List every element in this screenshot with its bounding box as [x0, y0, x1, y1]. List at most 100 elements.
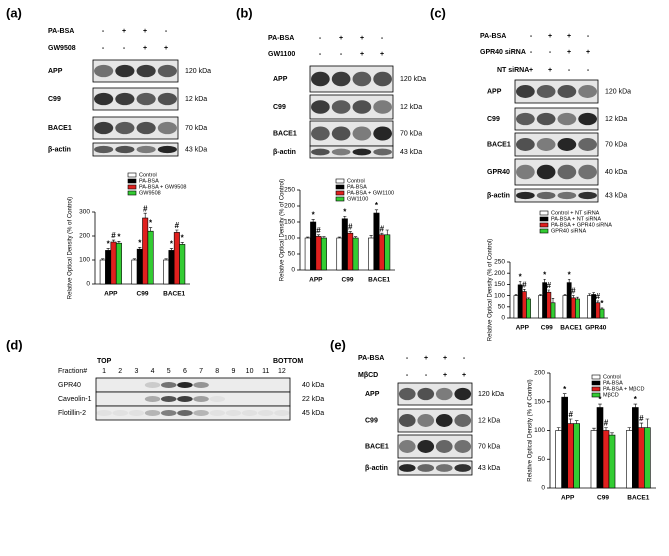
- band: [331, 100, 351, 114]
- error-bar: [353, 236, 358, 238]
- blot: [95, 405, 291, 421]
- treatment-sign: -: [102, 45, 105, 52]
- blot: [514, 79, 599, 104]
- band: [160, 410, 177, 416]
- band: [115, 121, 135, 135]
- blot: [397, 434, 473, 459]
- significance-label: #: [639, 414, 644, 423]
- top-label: TOP: [97, 358, 112, 365]
- significance-label: #: [604, 419, 609, 428]
- kda-label: 43 kDa: [400, 149, 422, 156]
- legend-swatch: [539, 216, 549, 222]
- band: [536, 164, 556, 180]
- band: [177, 382, 193, 388]
- error-bar: [348, 231, 352, 234]
- band: [398, 440, 416, 453]
- bar: [99, 259, 106, 285]
- error-bar: [588, 293, 591, 296]
- error-bar: [380, 232, 384, 235]
- protein-label: C99: [48, 96, 61, 103]
- protein-label: C99: [365, 417, 378, 424]
- legend-swatch: [539, 222, 549, 228]
- bar: [599, 308, 605, 319]
- error-bar: [106, 248, 110, 251]
- treatment-name: NT siRNA: [497, 67, 529, 74]
- panel-label: (d): [6, 337, 23, 352]
- significance-label: #: [522, 280, 527, 289]
- error-bar: [610, 432, 614, 436]
- bar: [596, 407, 604, 489]
- bar: [347, 232, 354, 271]
- band: [373, 100, 392, 114]
- legend-label: PA-BSA + GW1100: [347, 190, 394, 196]
- protein-label: C99: [487, 116, 500, 123]
- fraction-number: 7: [199, 368, 203, 375]
- protein-label: APP: [48, 68, 63, 75]
- error-bar: [117, 240, 121, 244]
- y-tick-label: 250: [494, 259, 505, 266]
- x-tick-label: C99: [137, 291, 149, 298]
- legend-swatch: [127, 172, 137, 178]
- protein-label: β-actin: [365, 465, 388, 472]
- band: [193, 396, 209, 402]
- error-bar: [527, 297, 530, 299]
- significance-label: *: [343, 207, 347, 216]
- bar: [513, 295, 519, 319]
- band: [557, 85, 577, 98]
- y-axis-label: Relative Optical Density (% of Control): [488, 239, 494, 341]
- band: [160, 396, 177, 402]
- fraction-number: 5: [167, 368, 171, 375]
- treatment-sign: +: [567, 33, 571, 40]
- fraction-number: 9: [231, 368, 235, 375]
- fraction-number: 4: [151, 368, 155, 375]
- band: [578, 112, 597, 126]
- x-tick-label: APP: [309, 277, 323, 284]
- bar: [521, 291, 527, 319]
- significance-label: #: [111, 231, 116, 240]
- error-bar: [604, 427, 608, 431]
- band: [94, 145, 114, 154]
- band: [557, 191, 577, 200]
- y-tick-label: 50: [538, 456, 546, 463]
- legend-swatch: [591, 380, 601, 386]
- bar: [602, 430, 610, 489]
- y-tick-label: 200: [284, 203, 295, 210]
- treatment-sign: -: [406, 355, 409, 362]
- treatment-name: PA-BSA: [480, 33, 506, 40]
- bottom-label: BOTTOM: [273, 358, 303, 365]
- blot: [92, 142, 179, 157]
- error-bar: [369, 235, 373, 238]
- blot: [514, 188, 599, 203]
- blot: [95, 391, 291, 407]
- error-bar: [633, 403, 638, 408]
- x-tick-label: C99: [597, 495, 609, 502]
- error-bar: [592, 292, 595, 295]
- protein-label: β-actin: [487, 192, 510, 199]
- blot: [514, 107, 599, 131]
- band: [225, 410, 242, 416]
- band: [311, 71, 330, 87]
- error-bar: [343, 215, 347, 219]
- bar: [378, 234, 385, 271]
- y-axis-label: Relative Optical Density (% of Control): [280, 179, 286, 281]
- y-tick-label: 100: [79, 257, 90, 264]
- bar: [336, 237, 343, 271]
- y-tick-label: 50: [288, 251, 296, 258]
- band: [112, 410, 129, 416]
- kda-label: 70 kDa: [400, 130, 422, 137]
- significance-label: *: [375, 201, 379, 210]
- band: [373, 126, 392, 141]
- kda-label: 70 kDa: [478, 443, 500, 450]
- kda-label: 12 kDa: [605, 116, 627, 123]
- error-bar: [374, 209, 379, 214]
- error-bar: [592, 427, 596, 431]
- band: [331, 126, 351, 141]
- kda-label: 40 kDa: [302, 382, 324, 389]
- legend-label: Control: [603, 374, 621, 380]
- protein-label: BACE1: [273, 130, 297, 137]
- significance-label: #: [175, 221, 180, 230]
- error-bar: [551, 297, 555, 303]
- significance-label: *: [543, 270, 547, 279]
- treatment-sign: -: [568, 67, 571, 74]
- treatment-name: GW1100: [268, 51, 295, 58]
